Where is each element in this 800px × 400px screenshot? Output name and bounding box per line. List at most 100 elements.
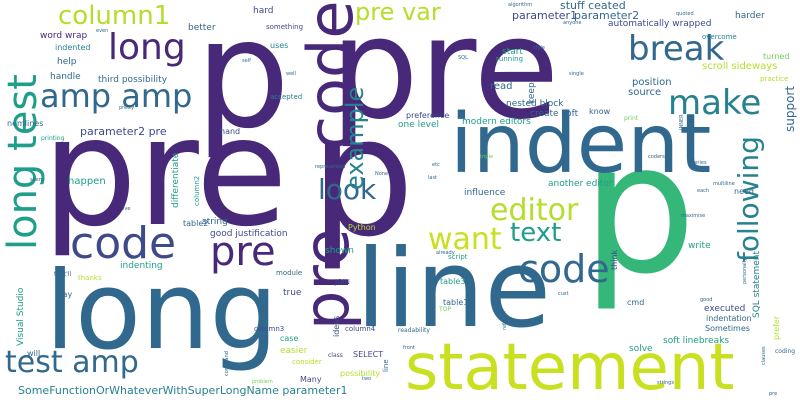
cloud-word: parameter2 [574, 9, 640, 22]
cloud-word: will [27, 349, 41, 358]
cloud-word: coding [775, 348, 796, 355]
cloud-word: table2 [183, 219, 209, 228]
cloud-word: triple [480, 154, 494, 160]
cloud-word: handle [50, 72, 81, 82]
cloud-word: happen [68, 176, 106, 187]
cloud-word: word wrap [40, 31, 88, 41]
cloud-word: true [283, 288, 302, 298]
cloud-word: two [362, 376, 372, 382]
cloud-word: uses [270, 41, 289, 50]
cloud-word: overcome [702, 33, 737, 41]
cloud-word: want [428, 222, 502, 257]
cloud-word: multiline [713, 181, 735, 187]
cloud-word: seem [30, 177, 44, 183]
cloud-word: style [533, 45, 545, 51]
cloud-word: even [96, 28, 109, 34]
cloud-word: another editor [548, 179, 613, 189]
cloud-word: nested block [506, 99, 564, 109]
cloud-word: think [610, 249, 619, 270]
cloud-word: differentiate [171, 152, 181, 208]
cloud-word: case [280, 334, 299, 343]
cloud-word: pre [210, 229, 276, 275]
cloud-word: JOIN [335, 278, 350, 286]
cloud-word: third possibility [98, 75, 168, 85]
cloud-word: refactor [502, 310, 508, 330]
cloud-word: string [202, 217, 228, 227]
cloud-word: SomeFunctionOrWhateverWithSuperLongName … [18, 384, 348, 397]
cloud-word: indentation [706, 314, 752, 323]
cloud-word: script [448, 253, 468, 261]
cloud-word: class [328, 352, 343, 359]
cloud-word: module [276, 269, 303, 277]
cloud-word: ive [123, 206, 131, 212]
cloud-word: column2 [193, 175, 201, 206]
cloud-word: column4 [345, 325, 376, 333]
cloud-word: printing [41, 135, 65, 142]
cloud-word: indenting [120, 261, 163, 271]
cloud-word: table1 [443, 298, 469, 307]
cloud-word: Many [300, 375, 322, 384]
cloud-word: single [569, 71, 584, 77]
cloud-word: long [108, 27, 186, 68]
cloud-word: hard [253, 6, 274, 16]
cloud-word: None [375, 171, 389, 177]
cloud-word: look [318, 173, 377, 206]
cloud-word: help [57, 57, 77, 67]
cloud-word: Visual Studio [16, 287, 26, 346]
cloud-word: shown [325, 246, 354, 256]
cloud-word: break [628, 29, 725, 69]
cloud-word: pre [769, 391, 778, 397]
cloud-word: solve [629, 344, 653, 354]
cloud-word: pre [330, 0, 560, 151]
cloud-word: indented [55, 43, 91, 52]
cloud-word: better [188, 23, 216, 33]
cloud-word: etc [432, 162, 440, 168]
cloud-word: support [783, 85, 797, 132]
cloud-word: personally [742, 258, 748, 284]
cloud-word: write [688, 241, 711, 251]
cloud-word: automatically wrapped [608, 19, 712, 29]
cloud-word: turned [763, 52, 790, 61]
cloud-word: pre [42, 86, 288, 260]
cloud-word: last [428, 175, 438, 181]
cloud-word: algorithm [508, 2, 533, 8]
cloud-word: cmd [627, 298, 645, 307]
cloud-word: long test [0, 74, 46, 250]
cloud-word: maximise [681, 213, 706, 219]
cloud-word: readability [398, 327, 430, 334]
cloud-word: self [242, 58, 251, 64]
cloud-word: soft linebreaks [663, 336, 730, 346]
cloud-word: line [382, 359, 390, 372]
cloud-word: indent [450, 97, 712, 192]
cloud-word: thanks [78, 274, 102, 282]
cloud-word: read [490, 81, 513, 92]
cloud-word: executed [704, 304, 746, 314]
cloud-word: quoted [676, 11, 694, 17]
cloud-word: column3 [254, 325, 285, 333]
cloud-word: running [496, 55, 524, 63]
cloud-word: clauses [761, 346, 767, 365]
cloud-word: queries [688, 160, 707, 166]
cloud-word: represented [315, 164, 346, 170]
cloud-word: good justification [210, 229, 288, 239]
cloud-word: scroll sideways [702, 61, 778, 72]
cloud-word: make [668, 83, 762, 123]
cloud-word: one level [398, 120, 440, 130]
cloud-word: well [286, 71, 296, 77]
cloud-word: possibility [340, 369, 381, 378]
cloud-word: parameter1 [512, 9, 578, 22]
cloud-word: text [510, 218, 562, 248]
cloud-word: create soft [530, 109, 579, 119]
cloud-word: SQL statement [752, 250, 762, 318]
cloud-word: coders [648, 154, 665, 160]
cloud-word: code [70, 218, 177, 269]
cloud-word: influence [464, 188, 506, 198]
cloud-word: table3 [440, 277, 466, 286]
cloud-word: something [266, 23, 304, 31]
cloud-word: column1 [58, 1, 171, 31]
cloud-word: modern editors [462, 117, 531, 127]
cloud-word: INNER [679, 114, 685, 130]
cloud-word: TOP [439, 306, 452, 313]
cloud-word: Sometimes [705, 324, 750, 333]
cloud-word: pretty [119, 105, 135, 111]
